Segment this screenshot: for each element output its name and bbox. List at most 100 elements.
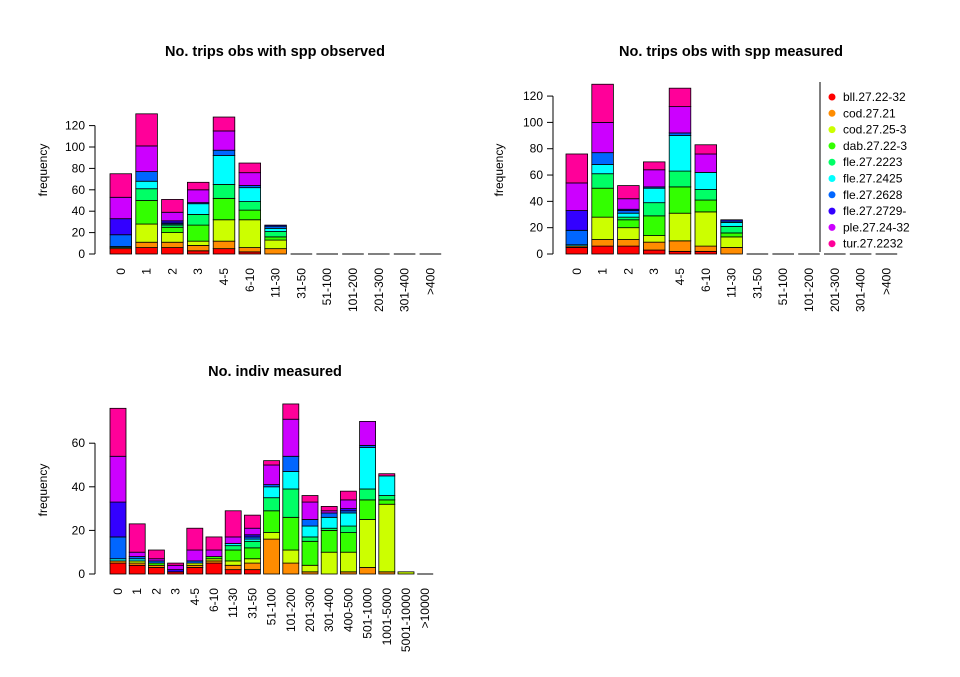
bar-segment [238, 187, 262, 202]
x-tick-label: 51-100 [320, 268, 334, 306]
bar-segment [212, 240, 236, 250]
legend-label: bll.27.22-32 [843, 90, 906, 104]
y-tick-label: 100 [65, 140, 85, 154]
legend-marker [828, 126, 836, 134]
x-tick-label: 11-30 [725, 268, 739, 298]
bar-segment [186, 567, 204, 575]
bar-segment [161, 226, 184, 233]
x-tick-label: 501-1000 [361, 588, 375, 639]
bar-segment [109, 455, 127, 503]
bar-segment [243, 514, 261, 529]
bar-segment [643, 249, 666, 255]
x-tick-label: 3 [647, 268, 661, 275]
legend-label: tur.27.2232 [843, 237, 903, 251]
bar-segment [720, 236, 743, 248]
x-tick-label: 5001-10000 [399, 588, 413, 652]
y-tick-label: 20 [530, 221, 544, 235]
bar-segment [238, 162, 262, 174]
bar-segment [135, 200, 158, 225]
bar-segment [109, 536, 127, 560]
legend-marker [828, 175, 836, 182]
bar-segment [694, 245, 718, 252]
x-tick-label: 11-30 [269, 268, 283, 298]
bar-segment [282, 471, 300, 490]
y-tick-label: 0 [536, 247, 543, 261]
y-axis-label-1: frequency [36, 144, 50, 197]
bar-segment [264, 224, 287, 227]
bar-segment [617, 212, 640, 218]
bar-segment [694, 144, 718, 155]
bar-segment [186, 527, 204, 551]
bar-segment [720, 225, 743, 234]
x-tick-label: 1 [596, 268, 610, 275]
bar-segment [224, 536, 242, 544]
bar-segment [186, 250, 210, 255]
legend-marker [828, 93, 836, 101]
bar-segment [282, 418, 300, 457]
bar-segment [186, 240, 210, 246]
bar-segment [378, 495, 396, 501]
y-axis-label-2: frequency [492, 144, 506, 197]
bar-segment [238, 247, 262, 253]
y-tick-label: 20 [72, 226, 86, 240]
bar-segment [186, 549, 204, 562]
y-tick-label: 80 [72, 161, 86, 175]
bar-segment [301, 540, 319, 566]
bar-segment [301, 525, 319, 538]
y-axis-label-3: frequency [36, 464, 50, 517]
bar-segment [565, 182, 589, 211]
bar-segment [212, 184, 236, 199]
bar-segment [320, 551, 338, 575]
x-tick-label: 0 [570, 268, 584, 275]
chart-title-1: No. trips obs with spp observed [165, 44, 385, 60]
bar-segment [212, 248, 236, 255]
bar-segment [617, 245, 640, 255]
x-tick-label: 201-300 [303, 588, 317, 632]
x-tick-label: 1001-5000 [380, 588, 394, 646]
x-tick-label: 3 [169, 588, 183, 595]
x-tick-label: >400 [879, 268, 893, 295]
bar-segment [135, 113, 158, 147]
legend-marker [828, 240, 836, 248]
bar-segment [720, 219, 743, 222]
bar-segment [243, 527, 261, 536]
y-tick-label: 40 [72, 204, 86, 218]
bar-segment [264, 227, 287, 232]
x-tick-label: >10000 [418, 588, 432, 629]
x-tick-label: 301-400 [854, 268, 868, 312]
bar-segment [301, 536, 319, 542]
x-tick-label: 4-5 [188, 588, 202, 606]
bar-segment [359, 420, 377, 446]
bar-segment [397, 571, 415, 575]
bar-segment [135, 223, 158, 243]
bar-segment [643, 202, 666, 217]
bar-segment [161, 232, 184, 243]
x-tick-label: >400 [423, 268, 437, 295]
bar-segment [161, 199, 184, 213]
bar-segment [238, 219, 262, 248]
bar-segment [565, 153, 589, 184]
bar-segment [161, 247, 184, 255]
x-tick-label: 6-10 [207, 588, 221, 612]
legend-marker [828, 191, 836, 199]
bar-segment [263, 464, 281, 486]
bar-segment [643, 161, 666, 171]
bar-segment [643, 241, 666, 251]
bar-segment [263, 510, 281, 533]
bar-segment [243, 569, 261, 575]
x-tick-label: 6-10 [699, 268, 713, 292]
x-tick-label: 201-300 [828, 268, 842, 312]
bar-segment [263, 486, 281, 499]
bar-segment [135, 241, 158, 248]
legend-label: ple.27.24-32 [843, 220, 910, 234]
bar-segment [591, 152, 614, 165]
y-tick-label: 120 [65, 119, 85, 133]
bar-segment [161, 211, 184, 222]
bar-segment [186, 181, 210, 191]
bar-segment [617, 227, 640, 240]
bar-segment [147, 549, 165, 560]
y-tick-label: 40 [72, 480, 86, 494]
legend-label: fle.27.2425 [843, 172, 903, 186]
bar-segment [238, 209, 262, 221]
bar-segment [359, 567, 377, 575]
